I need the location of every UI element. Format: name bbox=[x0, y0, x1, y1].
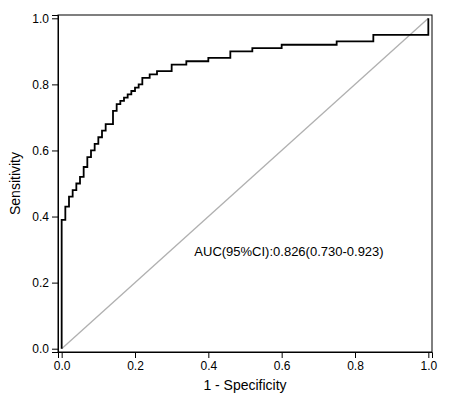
y-tick-label: 1.0 bbox=[32, 12, 49, 26]
y-tick: 0.2 bbox=[32, 276, 58, 290]
x-tick: 0.6 bbox=[274, 352, 291, 373]
x-tick: 0.2 bbox=[127, 352, 144, 373]
y-tick-mark bbox=[52, 217, 58, 218]
y-tick-mark bbox=[52, 150, 58, 151]
y-tick-mark bbox=[52, 349, 58, 350]
x-axis-title: 1 - Specificity bbox=[203, 377, 286, 393]
x-tick-label: 0.0 bbox=[54, 359, 71, 373]
x-tick-label: 1.0 bbox=[420, 359, 437, 373]
y-axis-line bbox=[52, 16, 59, 353]
x-tick-mark bbox=[62, 352, 63, 358]
y-axis: 0.0 0.2 0.4 0.6 0.8 1.0 bbox=[32, 12, 58, 356]
x-tick-mark bbox=[355, 352, 356, 358]
reference-line bbox=[62, 18, 429, 348]
series-group bbox=[62, 18, 429, 348]
x-tick: 0.4 bbox=[200, 352, 217, 373]
x-axis: 0.0 0.2 0.4 0.6 0.8 1.0 bbox=[54, 352, 438, 373]
y-tick-label: 0.8 bbox=[32, 78, 49, 92]
x-tick-label: 0.6 bbox=[274, 359, 291, 373]
y-tick: 0.8 bbox=[32, 78, 58, 92]
plot: 0.0 0.2 0.4 0.6 0.8 1.0 0.0 0.2 0.4 0.6 0.8 1.0 AUC(… bbox=[32, 12, 437, 373]
y-tick-label: 0.0 bbox=[32, 342, 49, 356]
roc-curve bbox=[62, 18, 429, 348]
y-tick-mark bbox=[52, 84, 58, 85]
y-tick: 0.0 bbox=[32, 342, 58, 356]
x-tick-label: 0.4 bbox=[200, 359, 217, 373]
x-tick-mark bbox=[135, 352, 136, 358]
annotation: AUC(95%CI):0.826(0.730-0.923) bbox=[194, 244, 383, 259]
x-tick: 1.0 bbox=[420, 352, 437, 373]
chart: 0.0 0.2 0.4 0.6 0.8 1.0 0.0 0.2 0.4 0.6 0.8 1.0 AUC(… bbox=[0, 0, 450, 400]
y-tick: 1.0 bbox=[32, 12, 58, 26]
plot-frame bbox=[58, 15, 432, 352]
y-axis-title: Sensitivity bbox=[7, 152, 23, 215]
y-tick-label: 0.6 bbox=[32, 144, 49, 158]
x-tick-mark bbox=[208, 352, 209, 358]
y-tick-mark bbox=[52, 283, 58, 284]
y-tick-label: 0.4 bbox=[32, 210, 49, 224]
x-tick-mark bbox=[282, 352, 283, 358]
y-tick: 0.6 bbox=[32, 144, 58, 158]
x-tick: 0.0 bbox=[54, 352, 71, 373]
x-tick-label: 0.8 bbox=[347, 359, 364, 373]
y-tick-label: 0.2 bbox=[32, 276, 49, 290]
y-tick: 0.4 bbox=[32, 210, 58, 224]
y-tick-mark bbox=[52, 18, 58, 19]
x-tick-label: 0.2 bbox=[127, 359, 144, 373]
x-tick-mark bbox=[428, 352, 429, 358]
x-tick: 0.8 bbox=[347, 352, 364, 373]
x-axis-line bbox=[59, 353, 433, 359]
